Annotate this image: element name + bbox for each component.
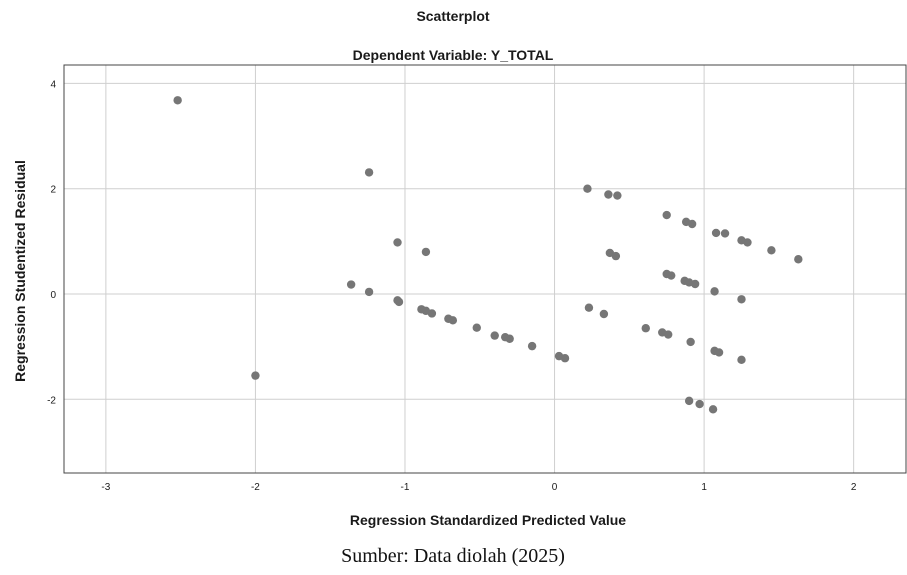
scatter-point [364,287,374,297]
scatter-point [583,184,592,193]
scatter-point [599,309,609,319]
scatter-point [687,219,697,229]
scatter-point [421,247,431,257]
y-axis-label: Regression Studentized Residual [12,160,28,382]
scatter-point [604,190,613,199]
scatter-point [346,280,356,289]
scatter-point [690,279,700,289]
x-tick-label: -3 [101,482,110,493]
scatter-point [664,330,673,339]
grid-lines [64,65,906,473]
scatter-point [686,337,695,347]
scatter-point [505,334,514,343]
x-tick-label: -2 [251,482,260,493]
x-axis-label: Regression Standardized Predicted Value [350,512,626,528]
scatter-point [560,354,570,363]
scatter-point [611,251,621,261]
scatter-point [393,238,402,247]
scatter-point [711,228,721,238]
y-tick-label: 4 [50,79,56,90]
x-tick-label: -1 [401,482,410,493]
x-tick-label: 0 [552,482,558,493]
scatter-point [173,96,182,105]
scatter-point [794,255,803,264]
y-tick-label: 2 [50,185,56,196]
x-tick-label: 1 [701,482,707,493]
scatter-point [666,271,676,280]
figure-caption: Sumber: Data diolah (2025) [341,545,565,567]
scatter-point [472,323,481,332]
tick-labels: -3 -2 -1 0 1 2 -2 0 2 4 [47,79,857,493]
scatter-point [427,309,437,318]
scatter-point [527,341,537,351]
data-points [173,96,803,414]
scatter-point [708,405,718,414]
scatter-point [737,295,746,304]
scatter-point [613,191,622,200]
scatter-point [662,210,671,220]
scatter-point [720,229,730,238]
chart-subtitle: Dependent Variable: Y_TOTAL [353,47,554,63]
chart-title: Scatterplot [416,8,489,24]
x-tick-label: 2 [851,482,857,493]
scatter-point [710,287,719,296]
scatter-point [743,238,752,247]
plot-frame [63,64,907,474]
scatter-point [448,316,458,325]
scatter-point [641,324,650,333]
scatter-point [490,331,499,340]
scatter-point [394,297,404,307]
scatter-point [695,399,704,409]
scatter-point [737,355,746,365]
scatter-point [684,396,694,406]
scatter-point [364,168,374,177]
scatter-point [251,371,260,380]
scatter-point [584,303,594,312]
scatter-point [767,246,776,255]
y-tick-label: 0 [50,290,56,301]
y-tick-label: -2 [47,395,56,406]
scatter-point [714,348,724,357]
